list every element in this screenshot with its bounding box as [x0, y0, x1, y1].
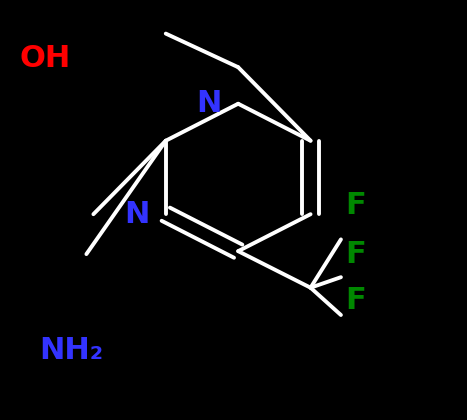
Text: OH: OH: [20, 44, 71, 74]
Text: NH₂: NH₂: [40, 336, 104, 365]
Text: N: N: [124, 200, 149, 229]
Text: F: F: [346, 286, 366, 315]
Text: F: F: [346, 239, 366, 269]
Text: F: F: [346, 191, 366, 220]
Text: N: N: [197, 89, 222, 118]
